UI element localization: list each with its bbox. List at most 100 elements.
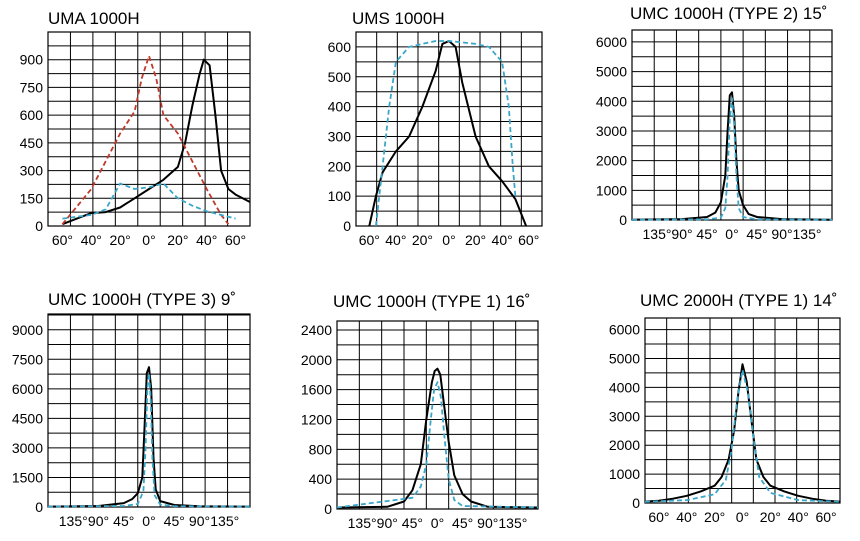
plot-frame bbox=[644, 317, 841, 504]
grid-lines bbox=[632, 30, 832, 220]
x-tick-label: 45° bbox=[113, 513, 134, 529]
x-tick-label: 90° bbox=[189, 513, 210, 529]
y-tick-label: 100 bbox=[328, 188, 352, 204]
y-tick-label: 0 bbox=[632, 495, 640, 511]
chart-title: UMC 1000H (TYPE 2) 15˚ bbox=[630, 4, 827, 23]
y-tick-label: 5000 bbox=[609, 350, 640, 366]
y-tick-label: 3000 bbox=[596, 123, 627, 139]
chart-title: UMC 1000H (TYPE 3) 9˚ bbox=[48, 290, 236, 309]
series-line-2 bbox=[644, 369, 841, 503]
plot-frame bbox=[47, 31, 251, 227]
y-tick-label: 750 bbox=[20, 79, 44, 95]
y-tick-label: 6000 bbox=[609, 322, 640, 338]
y-tick-label: 1600 bbox=[301, 382, 332, 398]
x-tick-label: 40° bbox=[492, 232, 513, 248]
x-tick-label: 60° bbox=[225, 232, 246, 248]
x-tick-label: 0° bbox=[725, 226, 738, 242]
series-line-1 bbox=[631, 91, 833, 221]
chart-panel-4: UMC 1000H (TYPE 3) 9˚ 0 1500 3000 4500 6000 75… bbox=[12, 290, 251, 529]
y-tick-label: 1200 bbox=[301, 411, 332, 427]
y-tick-label: 9000 bbox=[12, 322, 43, 338]
grid-lines bbox=[645, 318, 840, 503]
series-line-1 bbox=[336, 367, 539, 509]
series-line-1 bbox=[47, 366, 251, 508]
x-tick-label: 90° bbox=[771, 226, 792, 242]
y-tick-label: 450 bbox=[20, 135, 44, 151]
y-tick-label: 0 bbox=[619, 212, 627, 228]
plot-frame bbox=[355, 31, 543, 227]
x-tick-label: 0° bbox=[142, 513, 155, 529]
series-line-1 bbox=[368, 40, 528, 227]
x-tick-label: 20° bbox=[167, 232, 188, 248]
x-tick-label: 20° bbox=[465, 232, 486, 248]
x-tick-label: 40° bbox=[676, 509, 697, 525]
x-tick-label: 90° bbox=[88, 513, 109, 529]
y-tick-label: 900 bbox=[20, 52, 44, 68]
y-tick-label: 200 bbox=[328, 158, 352, 174]
chart-title: UMA 1000H bbox=[48, 9, 140, 28]
series-line-2 bbox=[336, 381, 539, 509]
x-tick-label: 0° bbox=[736, 509, 749, 525]
y-tick-label: 0 bbox=[343, 218, 351, 234]
grid-lines bbox=[48, 314, 250, 507]
series-line-2 bbox=[47, 372, 251, 508]
grid-lines bbox=[356, 32, 542, 226]
y-tick-label: 3000 bbox=[12, 440, 43, 456]
x-tick-label: 40° bbox=[385, 232, 406, 248]
x-tick-label: 0° bbox=[442, 232, 455, 248]
x-tick-label: 135° bbox=[210, 513, 239, 529]
y-tick-label: 600 bbox=[20, 107, 44, 123]
x-tick-label: 60° bbox=[359, 232, 380, 248]
x-tick-label: 40° bbox=[81, 232, 102, 248]
x-tick-label: 20° bbox=[704, 509, 725, 525]
x-tick-label: 90° bbox=[477, 515, 498, 531]
y-tick-label: 2000 bbox=[609, 437, 640, 453]
series-line-1 bbox=[62, 58, 251, 226]
x-tick-label: 45° bbox=[452, 515, 473, 531]
x-tick-label: 135° bbox=[59, 513, 88, 529]
y-tick-label: 1500 bbox=[12, 469, 43, 485]
y-tick-label: 0 bbox=[35, 218, 43, 234]
plot-frame bbox=[336, 320, 539, 510]
y-tick-label: 300 bbox=[20, 163, 44, 179]
y-tick-label: 6000 bbox=[596, 34, 627, 50]
y-tick-label: 5000 bbox=[596, 64, 627, 80]
y-tick-label: 2000 bbox=[596, 153, 627, 169]
y-tick-label: 7500 bbox=[12, 351, 43, 367]
x-tick-label: 45° bbox=[402, 515, 423, 531]
x-tick-label: 60° bbox=[815, 509, 836, 525]
y-tick-label: 4000 bbox=[596, 93, 627, 109]
chart-title: UMC 2000H (TYPE 1) 14˚ bbox=[640, 291, 837, 310]
y-tick-label: 2000 bbox=[301, 352, 332, 368]
chart-title: UMS 1000H bbox=[352, 9, 445, 28]
x-tick-label: 20° bbox=[110, 232, 131, 248]
chart-panel-3: UMC 1000H (TYPE 2) 15˚ 0 1000 2000 3000 4000 5… bbox=[596, 4, 833, 242]
plot-frame bbox=[47, 313, 251, 508]
x-tick-label: 40° bbox=[788, 509, 809, 525]
y-tick-label: 2400 bbox=[301, 322, 332, 338]
series-line-2 bbox=[61, 55, 230, 225]
y-tick-label: 0 bbox=[35, 499, 43, 515]
y-tick-label: 300 bbox=[328, 128, 352, 144]
series-line-3 bbox=[62, 182, 236, 220]
x-tick-label: 135° bbox=[793, 226, 822, 242]
y-tick-label: 1000 bbox=[609, 466, 640, 482]
chart-panel-1: UMA 1000H 0 150 300 450 600 750 900 60° 40° 20° 0° 2… bbox=[20, 9, 251, 248]
grid-lines bbox=[337, 321, 538, 509]
y-tick-label: 400 bbox=[328, 99, 352, 115]
y-tick-label: 600 bbox=[328, 39, 352, 55]
y-tick-label: 500 bbox=[328, 69, 352, 85]
x-tick-label: 0° bbox=[142, 232, 155, 248]
x-tick-label: 135° bbox=[498, 515, 527, 531]
chart-panel-6: UMC 2000H (TYPE 1) 14˚ 0 1000 2000 3000 4000 5… bbox=[609, 291, 841, 525]
y-tick-label: 6000 bbox=[12, 381, 43, 397]
y-tick-label: 150 bbox=[20, 190, 44, 206]
x-tick-label: 20° bbox=[412, 232, 433, 248]
series-line-2 bbox=[631, 97, 833, 221]
x-tick-label: 0° bbox=[431, 515, 444, 531]
x-tick-label: 20° bbox=[760, 509, 781, 525]
y-tick-label: 0 bbox=[324, 501, 332, 517]
series-line-2 bbox=[375, 40, 517, 227]
x-tick-label: 45° bbox=[696, 226, 717, 242]
